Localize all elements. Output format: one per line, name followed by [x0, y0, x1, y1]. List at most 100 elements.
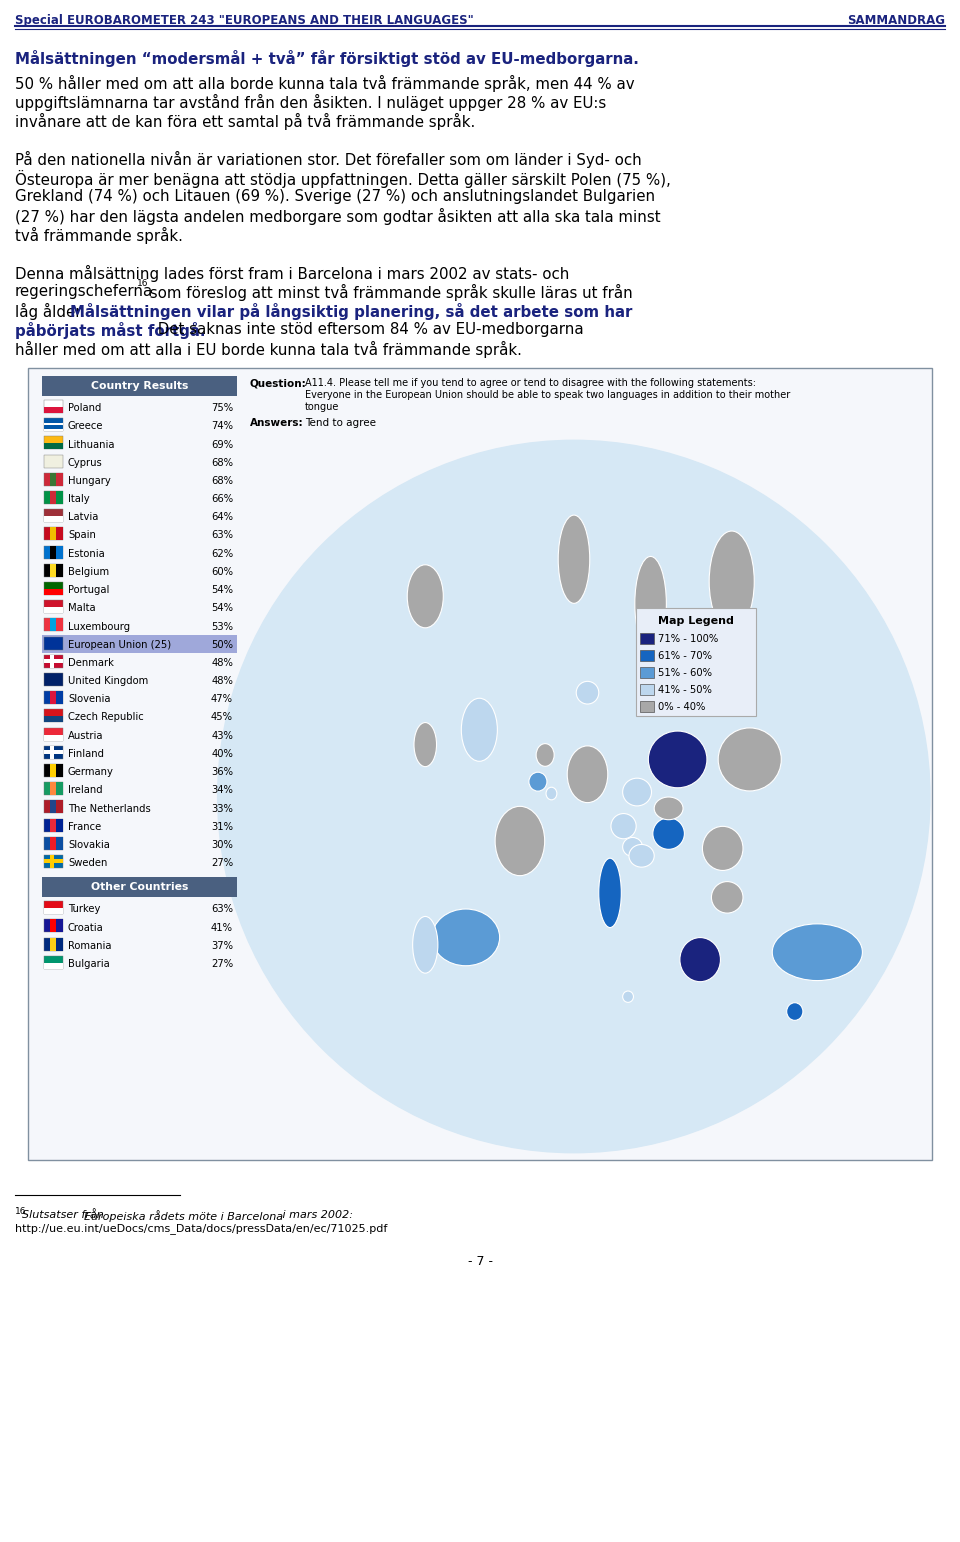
Bar: [44, 938, 63, 950]
Text: Estonia: Estonia: [68, 549, 105, 558]
Bar: [44, 658, 63, 663]
Bar: [44, 655, 63, 668]
Text: Tend to agree: Tend to agree: [305, 418, 376, 429]
Text: två främmande språk.: två främmande språk.: [15, 227, 182, 244]
Text: (27 %) har den lägsta andelen medborgare som godtar åsikten att alla ska tala mi: (27 %) har den lägsta andelen medborgare…: [15, 208, 660, 225]
Text: 71% - 100%: 71% - 100%: [658, 634, 718, 645]
Bar: [44, 908, 63, 914]
Text: Poland: Poland: [68, 402, 102, 413]
Text: 68%: 68%: [211, 476, 233, 486]
Bar: [50, 527, 56, 540]
Text: Det saknas inte stöd eftersom 84 % av EU-medborgarna: Det saknas inte stöd eftersom 84 % av EU…: [153, 322, 584, 338]
Bar: [44, 455, 63, 467]
Text: Special EUROBAROMETER 243 "EUROPEANS AND THEIR LANGUAGES": Special EUROBAROMETER 243 "EUROPEANS AND…: [15, 14, 473, 28]
Ellipse shape: [407, 564, 444, 628]
Bar: [56, 938, 63, 950]
Text: 68%: 68%: [211, 458, 233, 467]
Ellipse shape: [718, 728, 781, 791]
Bar: [50, 490, 56, 504]
Text: Spain: Spain: [68, 530, 96, 541]
Text: Italy: Italy: [68, 493, 89, 504]
Bar: [44, 618, 63, 631]
Text: 30%: 30%: [211, 840, 233, 850]
Bar: [44, 728, 63, 740]
Ellipse shape: [711, 882, 743, 913]
Text: 36%: 36%: [211, 766, 233, 777]
Text: A11.4. Please tell me if you tend to agree or tend to disagree with the followin: A11.4. Please tell me if you tend to agr…: [305, 378, 756, 389]
Text: Luxembourg: Luxembourg: [68, 621, 131, 632]
Bar: [44, 763, 63, 777]
Ellipse shape: [703, 827, 743, 871]
Text: United Kingdom: United Kingdom: [68, 675, 148, 686]
Text: 63%: 63%: [211, 904, 233, 914]
Bar: [50, 782, 56, 796]
Text: Croatia: Croatia: [68, 922, 104, 933]
Ellipse shape: [576, 682, 599, 705]
Text: 31%: 31%: [211, 822, 233, 831]
Bar: [56, 527, 63, 540]
Text: 74%: 74%: [211, 421, 233, 432]
Text: France: France: [68, 822, 101, 831]
Text: Denmark: Denmark: [68, 658, 114, 668]
Bar: [56, 473, 63, 486]
Ellipse shape: [629, 845, 654, 867]
Bar: [640, 685, 654, 695]
Bar: [50, 746, 54, 759]
Text: tongue: tongue: [305, 402, 340, 412]
Text: påbörjats måst fortgå.: påbörjats måst fortgå.: [15, 322, 205, 339]
Bar: [56, 837, 63, 850]
Text: 43%: 43%: [211, 731, 233, 740]
Text: Målsättningen “modersmål + två” får försiktigt stöd av EU-medborgarna.: Målsättningen “modersmål + två” får förs…: [15, 49, 638, 66]
Ellipse shape: [599, 859, 621, 928]
Bar: [44, 901, 63, 914]
Text: i mars 2002:: i mars 2002:: [279, 1210, 353, 1220]
Text: Denna målsättning lades först fram i Barcelona i mars 2002 av stats- och: Denna målsättning lades först fram i Bar…: [15, 265, 569, 282]
Bar: [56, 618, 63, 631]
Text: Austria: Austria: [68, 731, 104, 740]
Ellipse shape: [653, 817, 684, 850]
Bar: [44, 429, 63, 432]
Bar: [50, 473, 56, 486]
Bar: [56, 546, 63, 558]
Ellipse shape: [536, 743, 554, 766]
Bar: [640, 702, 654, 712]
Text: 16: 16: [15, 1207, 27, 1217]
Bar: [44, 418, 63, 432]
Text: 75%: 75%: [211, 402, 233, 413]
Text: 60%: 60%: [211, 567, 233, 577]
Text: Målsättningen vilar på långsiktig planering, så det arbete som har: Målsättningen vilar på långsiktig planer…: [70, 302, 633, 321]
Ellipse shape: [680, 938, 720, 982]
Bar: [44, 426, 63, 429]
Bar: [28, 369, 932, 1160]
Bar: [56, 691, 63, 705]
Text: regeringscheferna: regeringscheferna: [15, 284, 154, 299]
Bar: [44, 709, 63, 722]
Text: 47%: 47%: [211, 694, 233, 705]
Bar: [44, 546, 63, 558]
Bar: [44, 637, 63, 649]
Text: 54%: 54%: [211, 603, 233, 614]
Ellipse shape: [462, 699, 497, 762]
Bar: [50, 819, 56, 831]
Ellipse shape: [709, 530, 755, 632]
Bar: [56, 919, 63, 933]
Bar: [44, 859, 63, 864]
Text: Ireland: Ireland: [68, 785, 103, 796]
Text: 61% - 70%: 61% - 70%: [658, 651, 712, 662]
Ellipse shape: [413, 916, 438, 973]
Bar: [42, 635, 237, 652]
Text: 16: 16: [137, 279, 149, 288]
Text: 41% - 50%: 41% - 50%: [658, 685, 712, 695]
Ellipse shape: [705, 674, 732, 697]
Bar: [44, 749, 63, 754]
Ellipse shape: [546, 788, 557, 800]
Text: - 7 -: - 7 -: [468, 1255, 492, 1268]
Bar: [56, 819, 63, 831]
Text: Malta: Malta: [68, 603, 96, 614]
Text: 40%: 40%: [211, 749, 233, 759]
Text: Bulgaria: Bulgaria: [68, 959, 109, 968]
Bar: [56, 564, 63, 577]
Text: Romania: Romania: [68, 941, 111, 951]
Bar: [42, 376, 237, 396]
Text: Map Legend: Map Legend: [658, 615, 734, 626]
